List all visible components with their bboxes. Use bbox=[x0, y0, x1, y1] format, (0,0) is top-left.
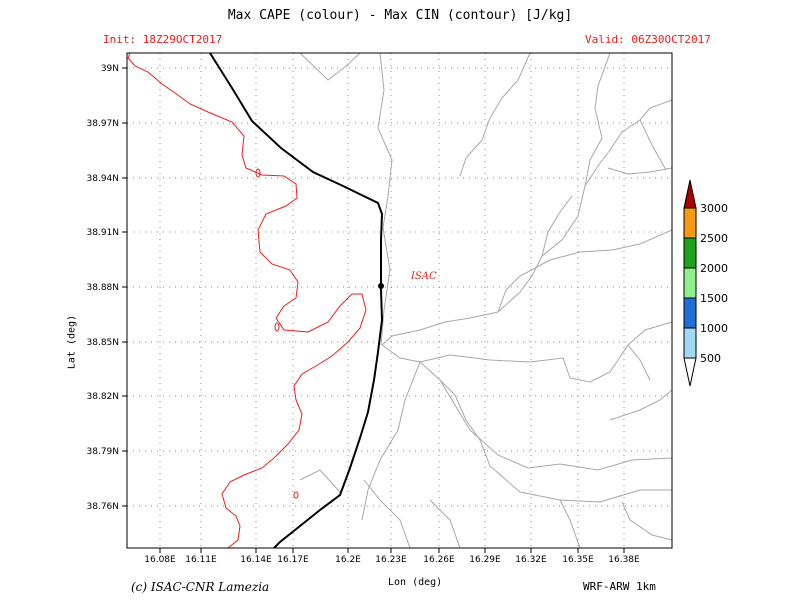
x-tick-label: 16.08E bbox=[144, 555, 176, 565]
colorbar-lower-triangle bbox=[683, 357, 697, 387]
init-time: Init: 18Z29OCT2017 bbox=[103, 33, 223, 46]
x-tick-label: 16.26E bbox=[423, 555, 455, 565]
cin-contour bbox=[127, 53, 367, 548]
colorbar-label: 1500 bbox=[700, 292, 728, 305]
y-tick-label: 38.94N bbox=[87, 174, 120, 184]
colorbar-segment bbox=[683, 297, 697, 329]
y-tick-label: 38.91N bbox=[87, 228, 120, 238]
tick-marks bbox=[122, 67, 625, 553]
y-tick-labels: 39N 38.97N 38.94N 38.91N 38.88N 38.85N 3… bbox=[87, 64, 120, 512]
y-tick-label: 38.85N bbox=[87, 338, 120, 348]
x-tick-labels: 16.08E 16.11E 16.14E 16.17E 16.2E 16.23E… bbox=[144, 555, 640, 565]
x-tick-label: 16.23E bbox=[375, 555, 407, 565]
cin-contour-small bbox=[274, 322, 280, 332]
y-tick-label: 38.88N bbox=[87, 283, 120, 293]
cin-contour-small bbox=[255, 168, 261, 178]
terrain-lines bbox=[299, 53, 672, 548]
plot-frame bbox=[126, 52, 673, 549]
colorbar-segment bbox=[683, 267, 697, 299]
x-axis-label: Lon (deg) bbox=[388, 577, 443, 588]
y-tick-label: 39N bbox=[101, 64, 119, 74]
x-tick-label: 16.35E bbox=[562, 555, 594, 565]
y-tick-label: 38.79N bbox=[87, 447, 120, 457]
x-tick-label: 16.11E bbox=[185, 555, 217, 565]
x-tick-label: 16.38E bbox=[608, 555, 640, 565]
x-tick-label: 16.14E bbox=[240, 555, 272, 565]
grid-lines bbox=[127, 53, 672, 548]
colorbar-label: 3000 bbox=[700, 202, 728, 215]
x-tick-label: 16.32E bbox=[515, 555, 547, 565]
site-marker: ISAC bbox=[378, 271, 437, 289]
colorbar-segment bbox=[683, 237, 697, 269]
colorbar-label: 1000 bbox=[700, 322, 728, 335]
x-tick-label: 16.2E bbox=[335, 555, 361, 565]
model-label: WRF-ARW 1km bbox=[583, 580, 656, 593]
y-tick-label: 38.76N bbox=[87, 502, 120, 512]
valid-time: Valid: 06Z30OCT2017 bbox=[585, 33, 711, 46]
x-tick-label: 16.29E bbox=[469, 555, 501, 565]
colorbar-segment bbox=[683, 207, 697, 239]
x-tick-label: 16.17E bbox=[277, 555, 309, 565]
colorbar bbox=[683, 179, 697, 387]
colorbar-upper-triangle bbox=[683, 179, 697, 209]
colorbar-label: 2000 bbox=[700, 262, 728, 275]
chart-title: Max CAPE (colour) - Max CIN (contour) [J… bbox=[227, 8, 573, 23]
y-tick-label: 38.97N bbox=[87, 119, 120, 129]
y-tick-label: 38.82N bbox=[87, 392, 120, 402]
site-dot bbox=[378, 283, 384, 289]
colorbar-label: 500 bbox=[700, 352, 721, 365]
site-label: ISAC bbox=[410, 271, 437, 282]
colorbar-segment bbox=[683, 327, 697, 359]
credit-text: (c) ISAC-CNR Lamezia bbox=[131, 580, 270, 594]
colorbar-label: 2500 bbox=[700, 232, 728, 245]
colorbar-labels: 500 1000 1500 2000 2500 3000 bbox=[700, 202, 728, 365]
y-axis-label: Lat (deg) bbox=[66, 314, 78, 370]
cin-contour-small bbox=[293, 491, 299, 499]
coastline-border bbox=[209, 53, 384, 548]
